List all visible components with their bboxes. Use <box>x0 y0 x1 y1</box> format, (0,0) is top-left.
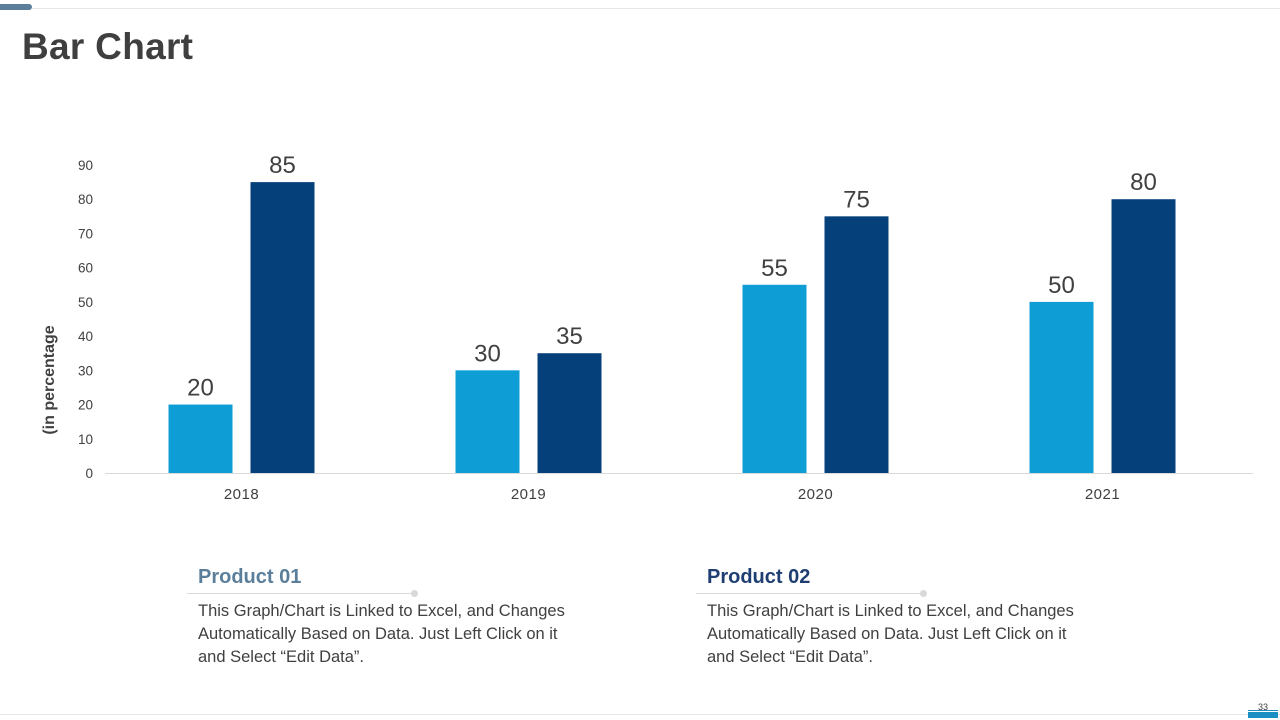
y-axis-title: (in percentage <box>41 325 58 434</box>
y-tick-label: 60 <box>78 261 93 276</box>
bottom-accent-line <box>1248 710 1278 711</box>
data-label: 75 <box>843 186 870 213</box>
product-01-divider <box>187 593 413 594</box>
product-02-title: Product 02 <box>707 566 811 588</box>
product-01-title: Product 01 <box>198 566 302 588</box>
y-tick-label: 90 <box>78 158 93 173</box>
y-tick-label: 50 <box>78 295 93 310</box>
product-01-divider-dot <box>411 590 418 597</box>
product-02-description: This Graph/Chart is Linked to Excel, and… <box>707 602 1074 666</box>
data-label: 35 <box>556 323 583 350</box>
x-tick-label: 2020 <box>798 486 833 503</box>
y-tick-label: 70 <box>78 226 93 241</box>
bar-1-2018 <box>168 404 233 473</box>
bottom-divider <box>0 714 1280 715</box>
slide-title: Bar Chart <box>22 26 194 67</box>
bar-1-2021 <box>1029 301 1094 473</box>
bar-2-2020 <box>824 216 889 474</box>
product-01-description: This Graph/Chart is Linked to Excel, and… <box>198 602 565 666</box>
x-tick-label: 2019 <box>511 486 546 503</box>
bar-2-2021 <box>1111 199 1176 473</box>
product-02-divider-dot <box>920 590 927 597</box>
x-tick-label: 2018 <box>224 486 259 503</box>
bar-chart: 0 10 20 30 40 50 60 70 80 90 (in percentage 20 85 201… <box>41 152 1253 503</box>
y-tick-label: 20 <box>78 398 93 413</box>
y-tick-label: 30 <box>78 363 93 378</box>
product-02-divider <box>696 593 922 594</box>
bar-1-2020 <box>742 284 807 473</box>
bar-2-2018 <box>250 182 315 473</box>
y-tick-label: 40 <box>78 329 93 344</box>
data-label: 30 <box>474 340 501 367</box>
data-label: 50 <box>1048 272 1075 299</box>
bar-1-2019 <box>455 370 520 473</box>
top-accent-bar <box>0 4 32 10</box>
data-label: 85 <box>269 152 296 179</box>
y-tick-label: 0 <box>85 466 93 481</box>
data-label: 55 <box>761 255 788 282</box>
page-number: 33 <box>1257 702 1268 712</box>
data-label: 80 <box>1130 169 1157 196</box>
y-tick-label: 10 <box>78 432 93 447</box>
x-tick-label: 2021 <box>1085 486 1120 503</box>
y-tick-label: 80 <box>78 192 93 207</box>
data-label: 20 <box>187 375 214 402</box>
top-divider <box>32 8 1280 9</box>
bar-2-2019 <box>537 353 602 473</box>
bottom-accent-bar <box>1248 712 1278 718</box>
